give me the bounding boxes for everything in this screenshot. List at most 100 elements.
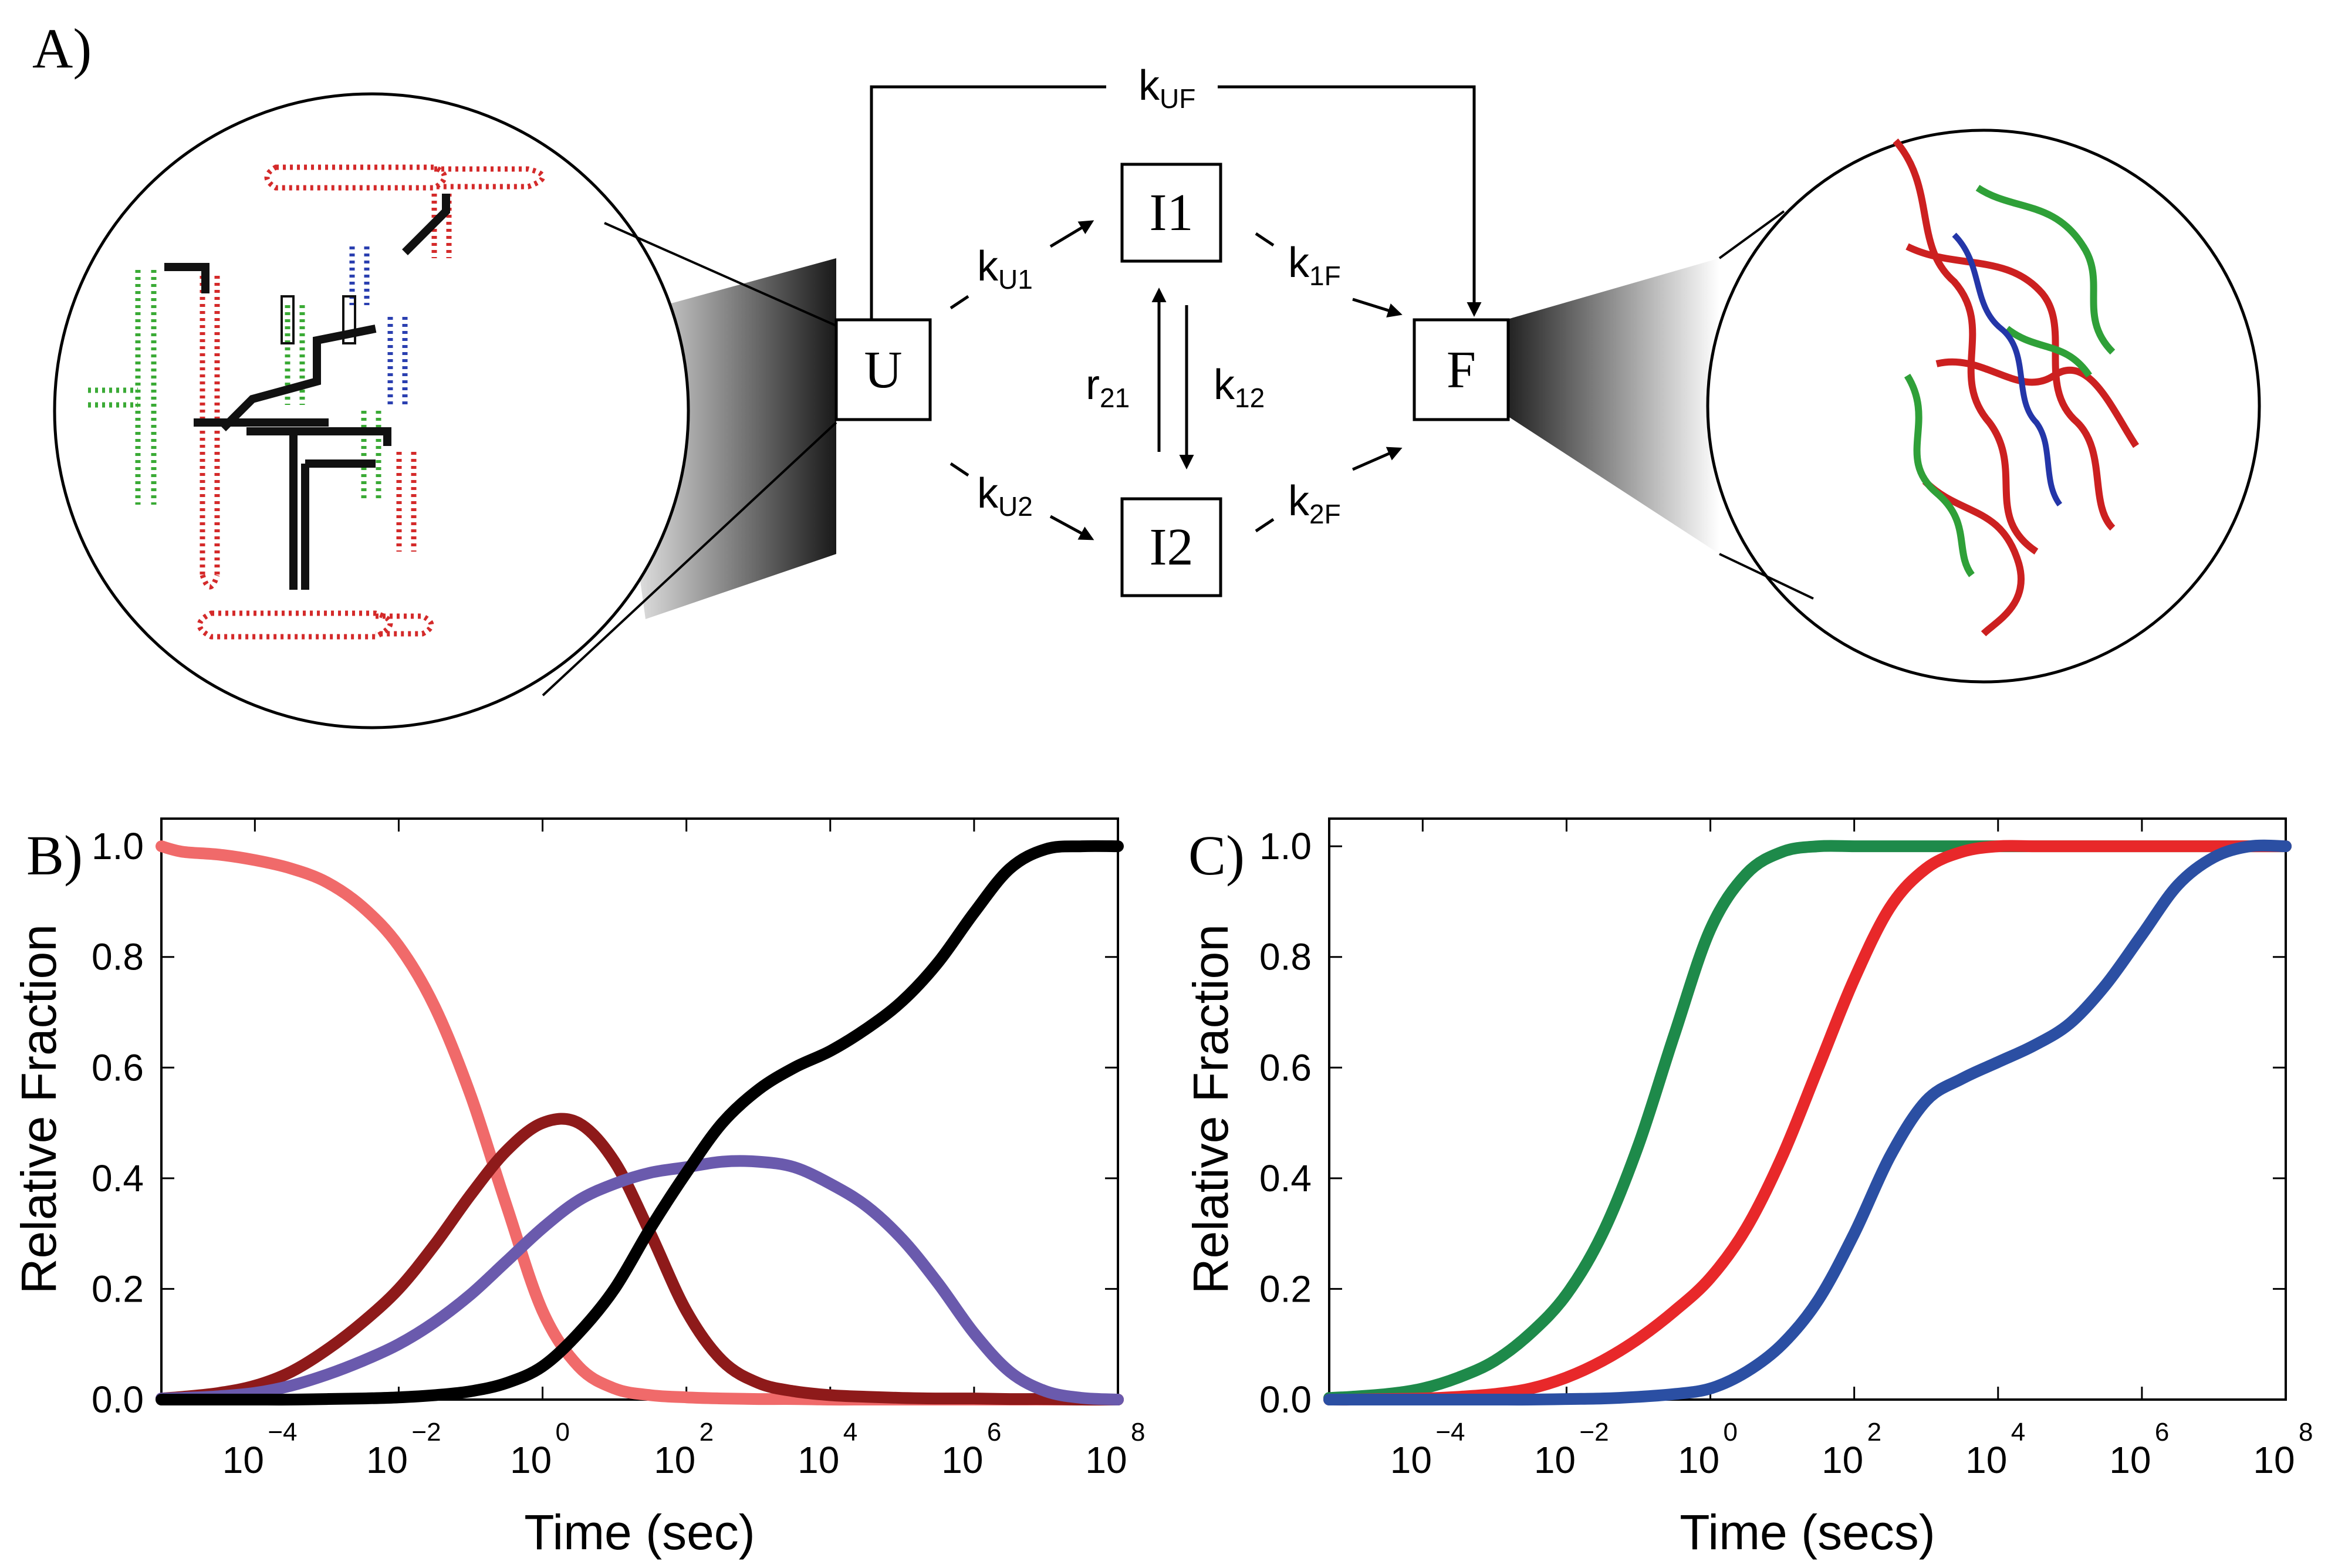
rate-k12: k12 [1214,361,1265,413]
xtick-exp-b-2: 0 [556,1418,570,1447]
xtick-exp-c-1: −2 [1579,1418,1609,1447]
secondary-structure-inset [53,92,837,729]
ytick-label-c-3: 0.6 [1259,1046,1312,1089]
xtick-exp-c-2: 0 [1724,1418,1738,1447]
state-f-label: F [1447,341,1476,399]
xtick-exp-b-6: 8 [1131,1418,1145,1447]
arrow-i1-to-f [1352,298,1403,317]
domain-green [88,270,381,505]
panel-b: B) 0.00.20.40.60.81.010−410−210010210410… [11,817,1145,1560]
rate-ku2-sub: U2 [998,491,1033,522]
xtick-label-b-1: 10 [366,1439,408,1481]
ytick-label-b-2: 0.4 [92,1157,144,1199]
rate-k12-base: k [1214,361,1235,408]
arrow-u-to-i2 [1049,515,1094,540]
series-b-f [156,840,1124,1406]
backbone [164,194,450,590]
xtick-label-b-5: 10 [941,1439,983,1481]
rate-ku2: kU2 [977,470,1033,522]
xtick-label-b-6: 10 [1085,1439,1127,1481]
plot-b-series [156,840,1124,1406]
xtick-label-c-6: 10 [2253,1439,2295,1481]
tertiary-structure-inset [1706,129,2261,684]
plot-c-series [1323,839,2292,1406]
rate-r21: r21 [1086,361,1130,413]
panel-a: A) [32,17,2261,729]
rate-k2f-base: k [1288,478,1310,525]
arrow-u-i1-tail [950,295,969,310]
series-c-blue [1323,839,2292,1406]
xtick-exp-b-4: 4 [843,1418,857,1447]
state-u-box [834,318,932,421]
series-b-u [156,840,1124,1406]
ytick-label-b-5: 1.0 [92,825,144,867]
plot-b-ticks: 0.00.20.40.60.81.010−410−210010210410610… [92,819,1145,1481]
rate-kuf-sub: UF [1160,83,1195,114]
ytick-label-c-5: 1.0 [1259,825,1312,867]
xtick-label-c-1: 10 [1534,1439,1576,1481]
xtick-exp-c-5: 6 [2155,1418,2169,1447]
arrow-i2-f-tail [1255,518,1275,533]
xtick-exp-b-5: 6 [987,1418,1001,1447]
rate-kuf-base: k [1138,62,1160,109]
xtick-exp-c-6: 8 [2299,1418,2313,1447]
xtick-exp-c-4: 4 [2011,1418,2025,1447]
xtick-label-b-3: 10 [654,1439,695,1481]
series-b-i2 [156,1155,1124,1405]
rate-ku1-sub: U1 [998,264,1033,295]
rate-ku1-base: k [977,243,999,290]
xtick-label-b-0: 10 [222,1439,264,1481]
state-i2-box [1120,497,1222,597]
rate-kuf: kUF [1138,62,1195,114]
state-u-label: U [864,341,903,399]
xtick-exp-c-0: −4 [1435,1418,1465,1447]
series-b-i1 [156,1113,1124,1406]
rate-k12-sub: 12 [1235,383,1265,413]
panel-c: C) 0.00.20.40.60.81.010−410−210010210410… [1183,817,2313,1560]
state-f-box [1413,318,1510,421]
state-i1-box [1120,163,1222,263]
ytick-label-b-4: 0.8 [92,936,144,978]
xtick-label-c-2: 10 [1678,1439,1719,1481]
rate-k2f: k2F [1288,478,1341,529]
xtick-label-b-4: 10 [798,1439,839,1481]
rate-k2f-sub: 2F [1309,499,1341,529]
domain-blue [349,246,408,405]
plot-c-ylabel: Relative Fraction [1183,924,1238,1294]
rate-k1f: k1F [1288,239,1341,291]
ytick-label-c-0: 0.0 [1259,1378,1312,1421]
rate-r21-base: r [1086,361,1100,408]
rate-k1f-base: k [1288,239,1310,286]
xtick-exp-b-1: −2 [411,1418,441,1447]
plot-b-ylabel: Relative Fraction [11,924,66,1294]
kinetic-scheme: U F I1 I2 kUF kU1 kU2 k1F [834,59,1510,597]
xtick-exp-c-3: 2 [1867,1418,1881,1447]
ytick-label-b-1: 0.2 [92,1268,144,1310]
ytick-label-c-2: 0.4 [1259,1157,1312,1199]
xtick-exp-b-0: −4 [268,1418,297,1447]
label-bg-kuf [1106,59,1218,117]
plot-c-frame [1328,817,2287,1401]
state-i2-label: I2 [1150,518,1194,576]
arrow-u-i2-tail [950,462,969,477]
ribbon-green [1904,184,2116,577]
rate-ku1: kU1 [977,243,1033,295]
xtick-label-c-5: 10 [2109,1439,2151,1481]
panel-c-label: C) [1188,824,1245,887]
ribbon-blue [1952,232,2063,506]
plot-c-xlabel: Time (secs) [1680,1505,1935,1560]
xtick-exp-b-3: 2 [700,1418,714,1447]
arrow-u-to-i1 [1049,220,1094,248]
panel-b-label: B) [26,824,83,887]
ytick-label-c-4: 0.8 [1259,936,1312,978]
plot-b-xlabel: Time (sec) [524,1505,755,1560]
ytick-label-b-3: 0.6 [92,1046,144,1089]
panel-a-label: A) [32,17,92,80]
arrow-i1-f-tail [1255,232,1275,247]
rate-r21-sub: 21 [1100,383,1130,413]
state-i1-label: I1 [1150,184,1194,242]
rate-ku2-base: k [977,470,999,517]
rate-k1f-sub: 1F [1309,261,1341,291]
ytick-label-b-0: 0.0 [92,1378,144,1421]
